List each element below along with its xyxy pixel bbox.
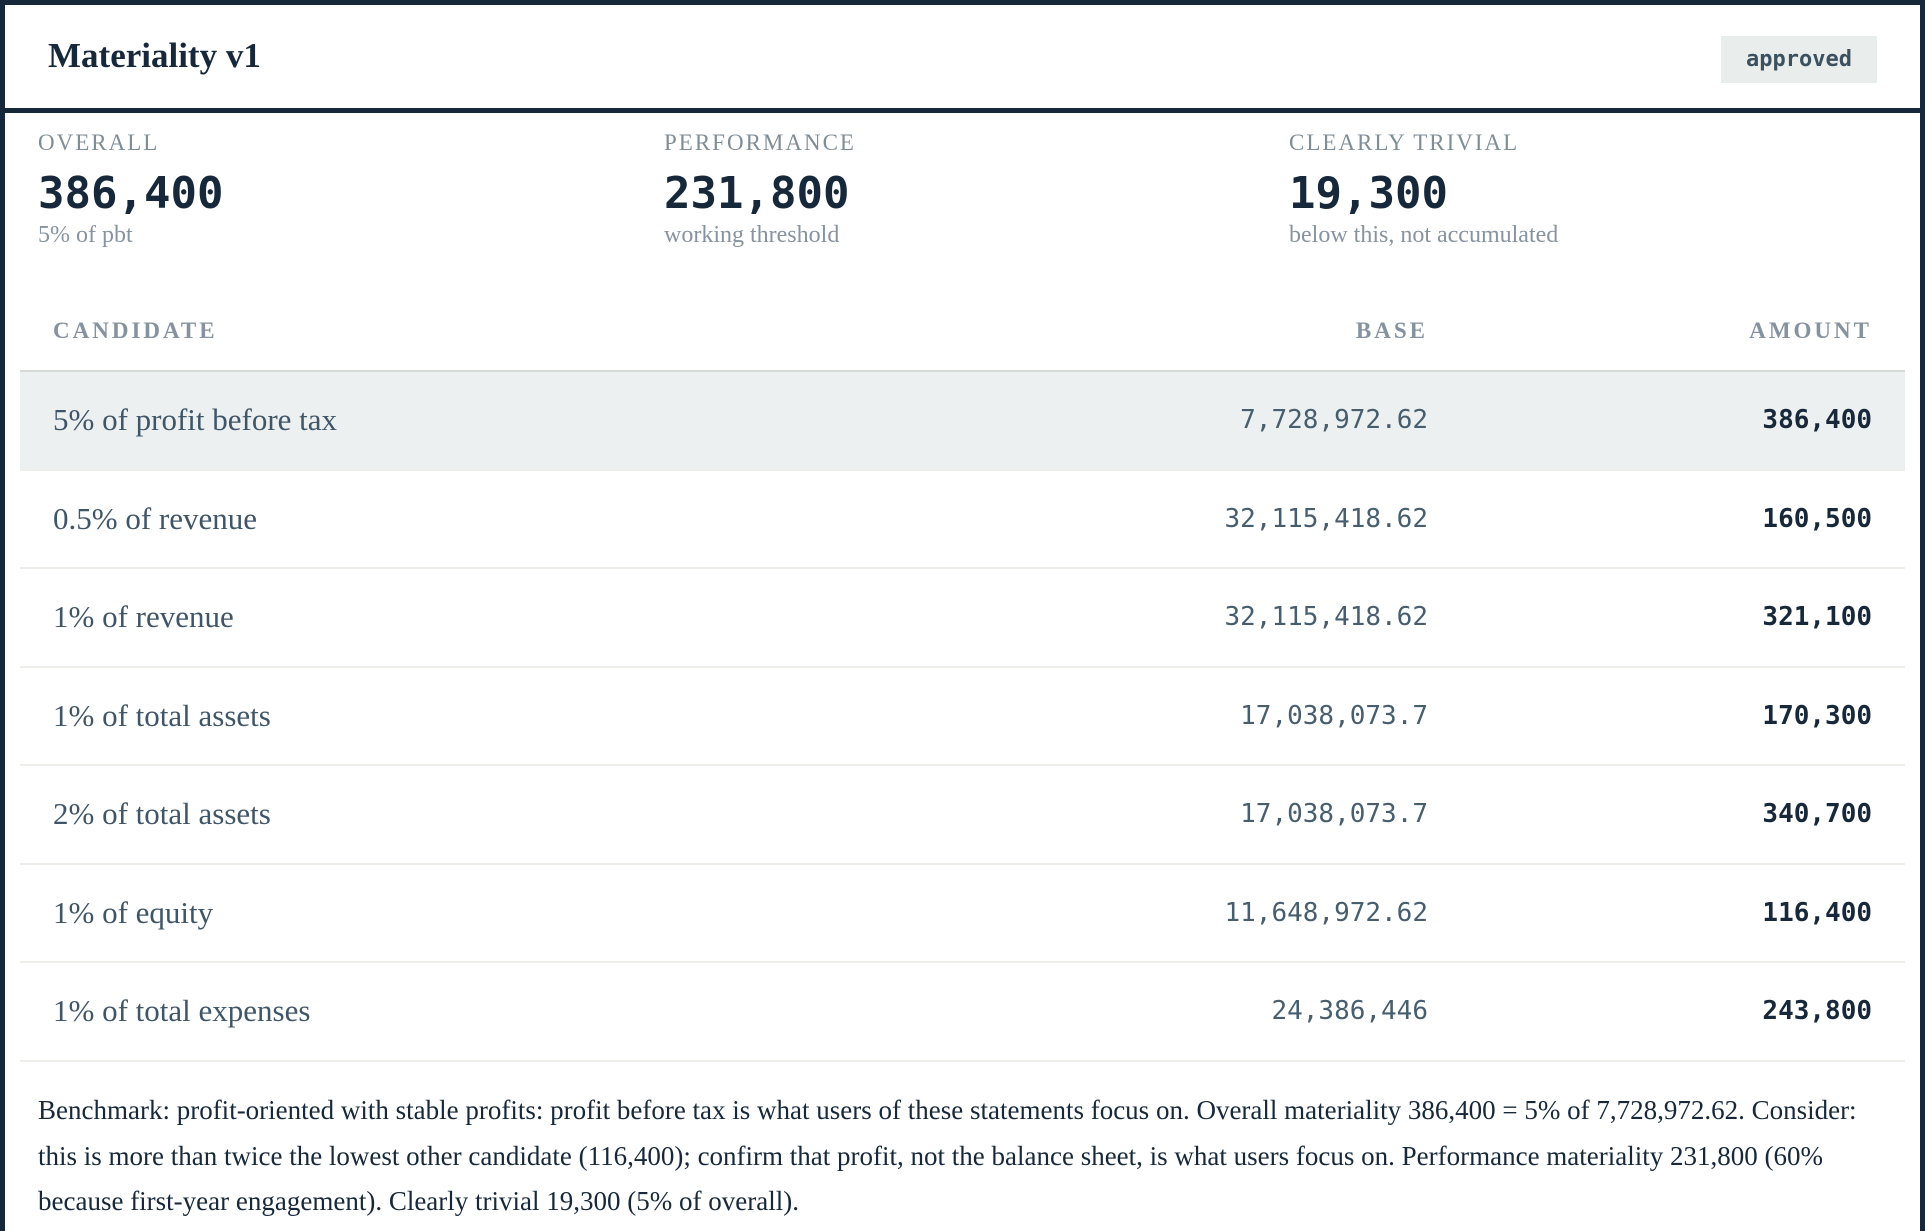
metric-label: CLEARLY TRIVIAL (1289, 130, 1520, 155)
base-cell: 17,038,073.7 (1240, 799, 1428, 830)
candidate-cell: 0.5% of revenue (53, 500, 257, 536)
metric-value: 386,400 (38, 168, 224, 219)
table-row[interactable]: 2% of total assets 17,038,073.7 340,700 (20, 766, 1905, 865)
table-header: CANDIDATE BASE AMOUNT (20, 310, 1905, 372)
candidate-cell: 2% of total assets (53, 796, 271, 832)
benchmark-note: Benchmark: profit-oriented with stable p… (38, 1095, 1857, 1216)
metric-label: OVERALL (38, 130, 160, 155)
panel-header: Materiality v1 approved (5, 5, 1920, 113)
table-row[interactable]: 1% of revenue 32,115,418.62 321,100 (20, 569, 1905, 668)
table-row[interactable]: 1% of total expenses 24,386,446 243,800 (20, 963, 1905, 1062)
metric-label: PERFORMANCE (664, 130, 856, 155)
page-title: Materiality v1 (48, 36, 261, 75)
candidate-cell: 1% of revenue (53, 599, 234, 635)
table-row[interactable]: 0.5% of revenue 32,115,418.62 160,500 (20, 471, 1905, 569)
metric-clearly-trivial: CLEARLY TRIVIAL 19,300 below this, not a… (1289, 130, 1558, 249)
metric-value: 19,300 (1289, 168, 1448, 219)
amount-cell: 386,400 (1762, 405, 1872, 436)
amount-cell: 170,300 (1762, 700, 1872, 731)
metric-overall: OVERALL 386,400 5% of pbt (38, 130, 223, 249)
amount-cell: 116,400 (1762, 897, 1872, 928)
base-cell: 32,115,418.62 (1224, 602, 1429, 633)
candidate-cell: 1% of total expenses (53, 993, 311, 1029)
base-cell: 11,648,972.62 (1224, 897, 1429, 928)
candidate-cell: 1% of total assets (53, 697, 271, 733)
metric-value: 231,800 (664, 168, 850, 219)
amount-cell: 160,500 (1762, 503, 1872, 534)
base-cell: 32,115,418.62 (1224, 503, 1429, 534)
candidate-cell: 5% of profit before tax (53, 402, 338, 438)
candidate-cell: 1% of equity (53, 894, 214, 930)
base-cell: 17,038,073.7 (1240, 700, 1428, 731)
metric-subtext: 5% of pbt (38, 222, 133, 248)
status-badge: approved (1721, 36, 1877, 83)
amount-cell: 243,800 (1762, 996, 1872, 1027)
table-row[interactable]: 1% of total assets 17,038,073.7 170,300 (20, 668, 1905, 766)
metric-subtext: below this, not accumulated (1289, 222, 1559, 248)
column-header-base: BASE (1355, 318, 1428, 343)
base-cell: 24,386,446 (1271, 996, 1428, 1027)
table-row[interactable]: 5% of profit before tax 7,728,972.62 386… (20, 372, 1905, 471)
metric-performance: PERFORMANCE 231,800 working threshold (664, 130, 856, 249)
amount-cell: 340,700 (1762, 799, 1872, 830)
amount-cell: 321,100 (1762, 602, 1872, 633)
metric-subtext: working threshold (664, 222, 840, 248)
table-row[interactable]: 1% of equity 11,648,972.62 116,400 (20, 865, 1905, 963)
candidate-table: 5% of profit before tax 7,728,972.62 386… (20, 372, 1905, 1062)
base-cell: 7,728,972.62 (1240, 405, 1428, 436)
column-header-candidate: CANDIDATE (53, 318, 218, 343)
column-header-amount: AMOUNT (1749, 318, 1872, 343)
